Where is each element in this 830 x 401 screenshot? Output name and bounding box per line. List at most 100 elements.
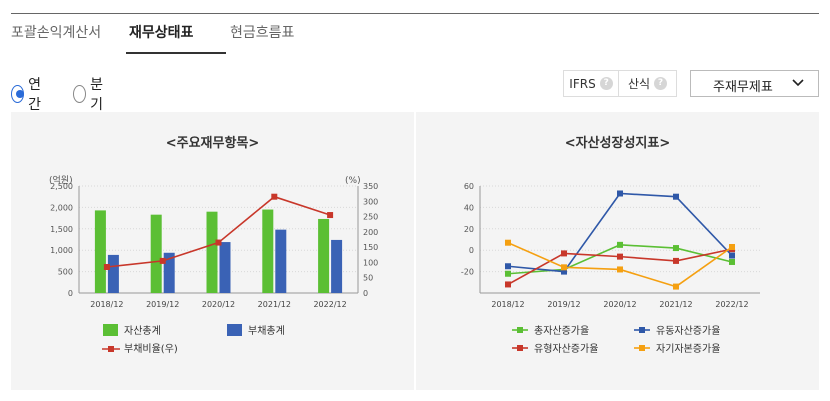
point-series-3 <box>729 243 735 250</box>
point-series-1 <box>729 252 735 259</box>
point-series-3 <box>561 264 567 271</box>
legend-marker-0 <box>517 327 523 333</box>
statement-type-select[interactable]: 주재무제표 <box>690 70 819 97</box>
x-tick-label: 2018/12 <box>90 300 123 309</box>
point-debt-ratio <box>215 239 222 246</box>
y-right-tick-label: 200 <box>363 228 378 237</box>
legend-debt-ratio-marker <box>108 346 114 352</box>
y-tick-label: 0 <box>469 246 474 255</box>
statement-type-value[interactable]: 주재무제표 <box>713 80 773 95</box>
radio-quarterly[interactable]: 분기 <box>73 74 108 114</box>
line-series-3 <box>507 241 733 288</box>
y-left-tick-label: 1,000 <box>50 246 73 255</box>
point-series-2 <box>673 257 679 264</box>
point-series-1 <box>617 190 623 197</box>
statement-tabs: 포괄손익계산서 재무상태표 현금흐름표 <box>11 14 819 54</box>
active-tab-underline <box>126 52 226 54</box>
x-tick-label: 2021/12 <box>258 300 291 309</box>
x-tick-label: 2019/12 <box>547 300 580 309</box>
bar-debt-total <box>163 252 175 293</box>
y-left-tick-label: 0 <box>68 289 73 298</box>
y-right-unit-label: (%) <box>345 176 361 186</box>
y-right-tick-label: 0 <box>363 289 368 298</box>
y-right-tick-label: 100 <box>363 258 378 267</box>
point-series-3 <box>617 266 623 273</box>
point-series-0 <box>673 245 679 252</box>
y-tick-label: 20 <box>464 225 474 234</box>
y-left-tick-label: 500 <box>58 268 73 277</box>
point-series-3 <box>505 239 511 246</box>
line-series-1 <box>507 192 733 273</box>
bar-debt-total <box>219 242 231 293</box>
point-series-3 <box>673 283 679 290</box>
y-right-tick-label: 50 <box>363 274 373 283</box>
legend-marker-3 <box>639 345 645 351</box>
x-tick-label: 2022/12 <box>313 300 346 309</box>
y-left-tick-label: 1,500 <box>50 225 73 234</box>
y-left-tick-label: 2,000 <box>50 203 73 212</box>
tab-cash-flow[interactable]: 현금흐름표 <box>230 25 295 41</box>
point-debt-ratio <box>271 193 278 200</box>
tab-balance-sheet[interactable]: 재무상태표 <box>129 25 194 41</box>
asset-growth-panel: <자산성장성지표> 60 40 20 0 -20 2018/12 2019/12 2020/1… <box>416 112 819 390</box>
bar-asset-total <box>94 210 106 293</box>
method-help-icon[interactable]: ? <box>654 77 668 90</box>
y-right-tick-label: 250 <box>363 213 378 222</box>
method-label[interactable]: 산식 <box>627 77 651 91</box>
radio-annual-circle[interactable] <box>11 85 25 103</box>
point-series-2 <box>505 281 511 288</box>
y-right-tick-label: 150 <box>363 243 378 252</box>
bar-asset-total <box>206 211 218 293</box>
legend-label-1: 유동자산증가율 <box>656 325 720 337</box>
x-tick-label: 2018/12 <box>491 300 524 309</box>
legend-marker-2 <box>517 345 523 351</box>
point-debt-ratio <box>103 264 110 271</box>
bar-asset-total <box>318 218 330 293</box>
point-series-1 <box>561 268 567 275</box>
chevron-down-icon[interactable] <box>792 79 804 87</box>
point-series-1 <box>673 193 679 200</box>
y-left-tick-label: 2,500 <box>50 182 73 191</box>
point-series-2 <box>617 253 623 260</box>
x-tick-label: 2020/12 <box>603 300 636 309</box>
top-rule <box>11 13 819 14</box>
legend-label-2: 유형자산증가율 <box>534 343 598 355</box>
asset-growth-chart: 60 40 20 0 -20 2018/12 2019/12 2020/12 2021/12 20… <box>461 182 760 355</box>
bar-asset-total <box>262 209 274 293</box>
point-series-0 <box>505 270 511 277</box>
x-tick-label: 2019/12 <box>146 300 179 309</box>
x-tick-label: 2021/12 <box>659 300 692 309</box>
y-right-tick-label: 300 <box>363 197 378 206</box>
ifrs-help-icon[interactable]: ? <box>599 77 613 90</box>
y-tick-label: -20 <box>461 268 474 277</box>
line-debt-ratio <box>106 195 331 268</box>
point-series-0 <box>729 258 735 265</box>
ifrs-label[interactable]: IFRS <box>569 76 596 91</box>
legend-label-0: 총자산증가율 <box>534 325 589 337</box>
method-option[interactable]: 산식 ? <box>619 71 676 96</box>
legend-asset-total-swatch <box>103 324 118 336</box>
x-tick-label: 2022/12 <box>715 300 748 309</box>
legend-debt-total-swatch <box>227 324 242 336</box>
key-financials-panel: <주요재무항목> (억원) (%) 0 500 1,000 1,500 2,000 2,500… <box>11 112 414 390</box>
bar-debt-total <box>331 239 343 293</box>
tab-income-statement[interactable]: 포괄손익계산서 <box>11 25 102 41</box>
radio-annual[interactable]: 연간 <box>11 74 46 114</box>
y-left-unit-label: (억원) <box>49 174 73 186</box>
radio-annual-label[interactable]: 연간 <box>28 77 41 113</box>
legend-asset-total-label: 자산총계 <box>124 325 161 337</box>
radio-quarterly-circle[interactable] <box>73 85 87 103</box>
legend-marker-1 <box>639 327 645 333</box>
ifrs-option[interactable]: IFRS ? <box>564 71 619 96</box>
bar-debt-total <box>107 254 119 293</box>
legend-debt-ratio-label: 부채비율(우) <box>124 343 178 355</box>
radio-quarterly-label[interactable]: 분기 <box>90 77 103 113</box>
y-tick-label: 40 <box>464 203 474 212</box>
y-right-tick-label: 350 <box>363 182 378 191</box>
asset-growth-title: <자산성장성지표> <box>564 136 671 151</box>
x-tick-label: 2020/12 <box>202 300 235 309</box>
accounting-options: IFRS ? 산식 ? <box>563 70 677 97</box>
point-debt-ratio <box>159 257 166 264</box>
legend-label-3: 자기자본증가율 <box>656 343 720 355</box>
key-financials-chart: (억원) (%) 0 500 1,000 1,500 2,000 2,500 0 50 100 150… <box>49 174 378 355</box>
